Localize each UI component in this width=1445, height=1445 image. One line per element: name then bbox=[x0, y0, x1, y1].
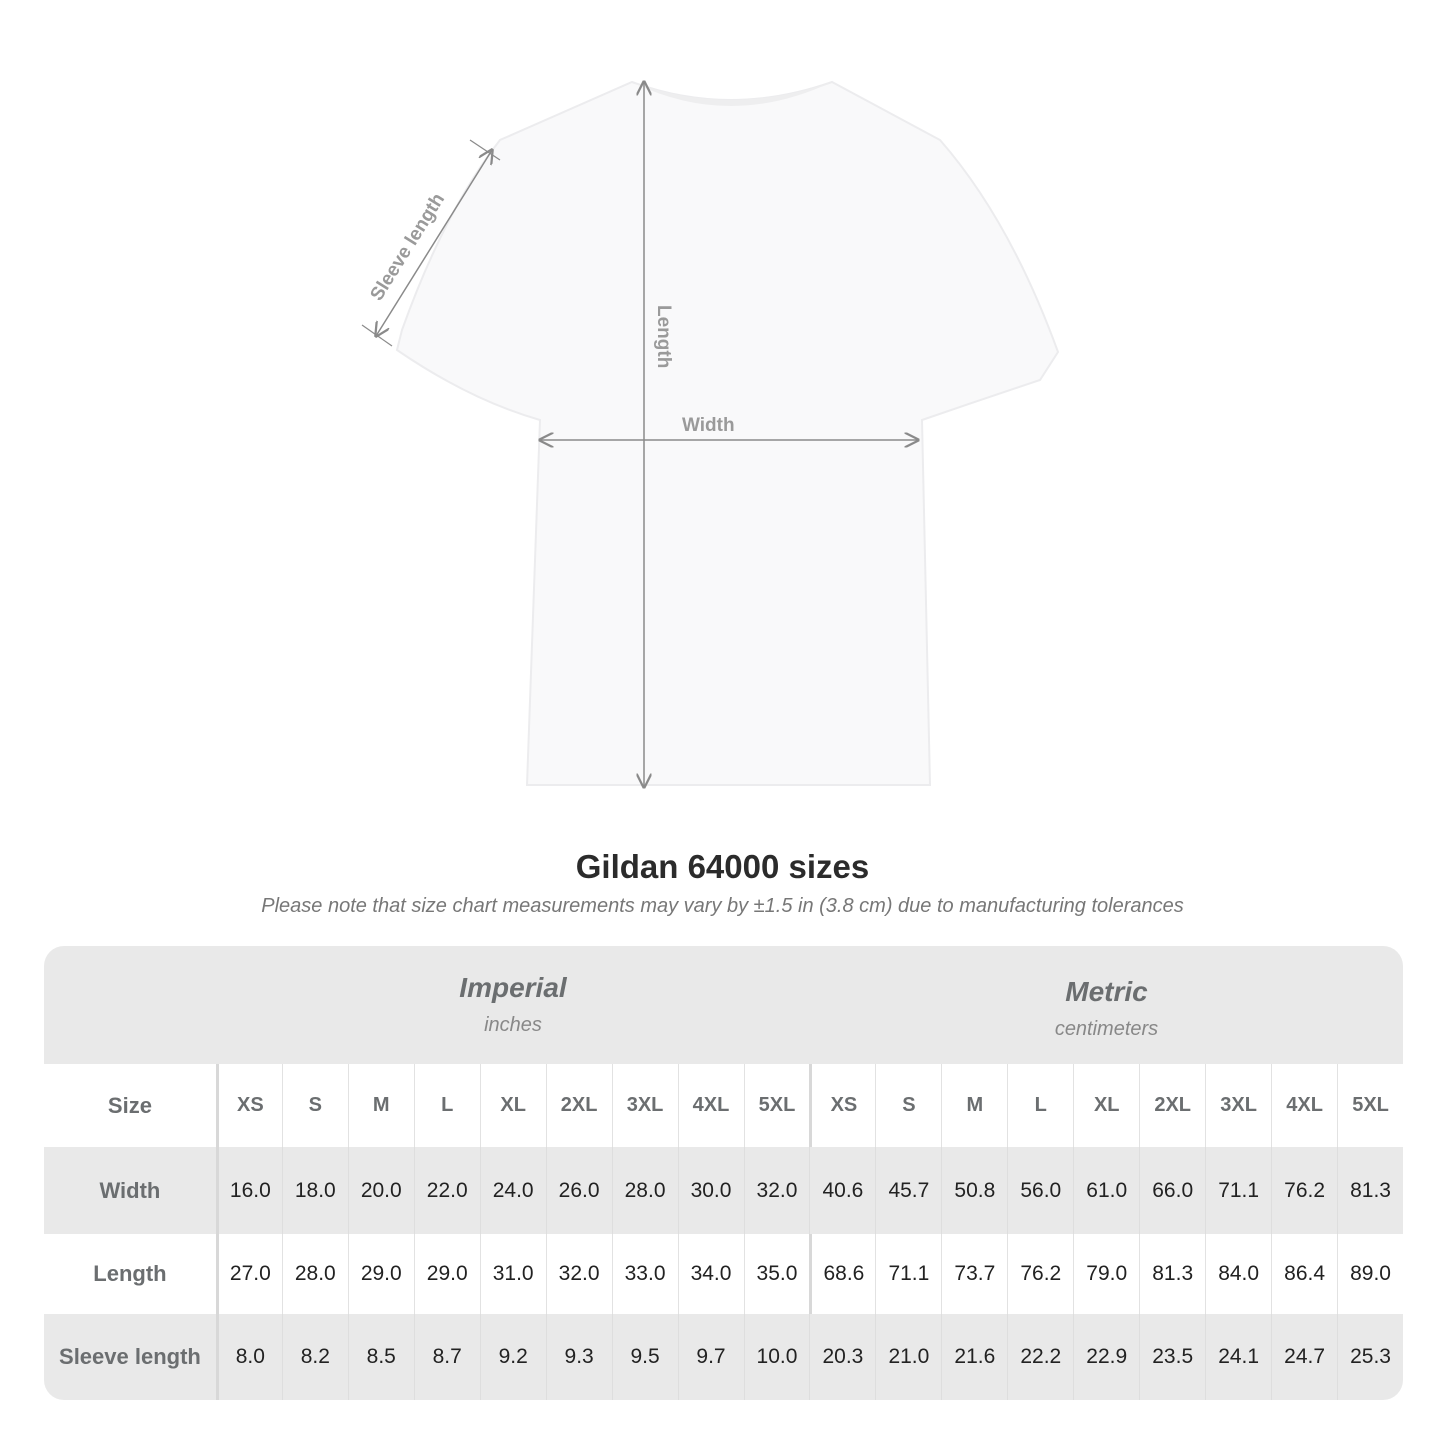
metric-value-cell: 24.7 bbox=[1271, 1314, 1337, 1400]
imperial-value-cell: 32.0 bbox=[545, 1234, 612, 1314]
metric-value-cell: 24.1 bbox=[1205, 1314, 1271, 1400]
size-cell: 2XL bbox=[1139, 1064, 1205, 1147]
metric-label: Metric bbox=[1065, 976, 1148, 1007]
metric-value-cell: 61.0 bbox=[1073, 1147, 1139, 1234]
metric-value-cell: 56.0 bbox=[1007, 1147, 1073, 1234]
metric-value-cell: 81.3 bbox=[1337, 1147, 1403, 1234]
imperial-value-cell: 29.0 bbox=[413, 1234, 480, 1314]
metric-value-cell: 73.7 bbox=[941, 1234, 1007, 1314]
metric-value-cell: 20.3 bbox=[809, 1314, 875, 1400]
metric-value-cell: 45.7 bbox=[875, 1147, 941, 1234]
imperial-value-cell: 29.0 bbox=[347, 1234, 414, 1314]
metric-value-cell: 68.6 bbox=[809, 1234, 875, 1314]
size-cell: XL bbox=[479, 1064, 546, 1147]
metric-value-cell: 23.5 bbox=[1139, 1314, 1205, 1400]
imperial-value-cell: 32.0 bbox=[743, 1147, 810, 1234]
metric-value-cell: 50.8 bbox=[941, 1147, 1007, 1234]
metric-header: Metric centimeters bbox=[810, 946, 1403, 1064]
imperial-value-cell: 28.0 bbox=[611, 1147, 678, 1234]
metric-value-cell: 71.1 bbox=[875, 1234, 941, 1314]
size-cell: 4XL bbox=[1271, 1064, 1337, 1147]
metric-value-cell: 84.0 bbox=[1205, 1234, 1271, 1314]
imperial-value-cell: 30.0 bbox=[677, 1147, 744, 1234]
length-label: Length bbox=[653, 305, 674, 368]
tshirt-diagram: Sleeve length Length Width bbox=[361, 0, 1060, 830]
table-row: Sleeve length 8.0 8.2 8.5 8.7 9.2 9.3 9.5 9.7 10.… bbox=[44, 1314, 1403, 1400]
imperial-value-cell: 8.7 bbox=[413, 1314, 480, 1400]
metric-value-cell: 81.3 bbox=[1139, 1234, 1205, 1314]
size-header-row: Size XS S M L XL 2XL 3XL 4XL 5XL XS S M L XL 2XL 3XL 4XL 5… bbox=[44, 1064, 1403, 1147]
metric-value-cell: 25.3 bbox=[1337, 1314, 1403, 1400]
size-cell: XL bbox=[1073, 1064, 1139, 1147]
metric-value-cell: 79.0 bbox=[1073, 1234, 1139, 1314]
page-title: Gildan 64000 sizes bbox=[575, 848, 870, 885]
imperial-value-cell: 35.0 bbox=[743, 1234, 810, 1314]
metric-value-cell: 89.0 bbox=[1337, 1234, 1403, 1314]
imperial-value-cell: 16.0 bbox=[215, 1147, 282, 1234]
imperial-unit: inches bbox=[484, 1014, 542, 1036]
row-label: Size bbox=[107, 1092, 152, 1118]
size-cell: L bbox=[413, 1064, 480, 1147]
metric-value-cell: 21.6 bbox=[941, 1314, 1007, 1400]
row-label: Width bbox=[99, 1177, 161, 1203]
imperial-value-cell: 31.0 bbox=[479, 1234, 546, 1314]
imperial-value-cell: 26.0 bbox=[545, 1147, 612, 1234]
imperial-value-cell: 9.2 bbox=[479, 1314, 546, 1400]
imperial-value-cell: 28.0 bbox=[281, 1234, 348, 1314]
row-label: Sleeve length bbox=[59, 1344, 201, 1369]
size-cell: XS bbox=[215, 1064, 282, 1147]
size-cell: S bbox=[875, 1064, 941, 1147]
size-cell: M bbox=[347, 1064, 414, 1147]
imperial-value-cell: 20.0 bbox=[347, 1147, 414, 1234]
size-cell: 2XL bbox=[545, 1064, 612, 1147]
imperial-value-cell: 8.0 bbox=[215, 1314, 282, 1400]
size-cell: 3XL bbox=[1205, 1064, 1271, 1147]
metric-value-cell: 40.6 bbox=[809, 1147, 875, 1234]
size-cell: 4XL bbox=[677, 1064, 744, 1147]
imperial-value-cell: 34.0 bbox=[677, 1234, 744, 1314]
imperial-value-cell: 9.7 bbox=[677, 1314, 744, 1400]
metric-value-cell: 66.0 bbox=[1139, 1147, 1205, 1234]
metric-value-cell: 86.4 bbox=[1271, 1234, 1337, 1314]
size-cell: 3XL bbox=[611, 1064, 678, 1147]
imperial-value-cell: 8.5 bbox=[347, 1314, 414, 1400]
row-label: Length bbox=[93, 1261, 167, 1286]
sleeve-arrow bbox=[376, 150, 492, 336]
table-row: Length 27.0 28.0 29.0 29.0 31.0 32.0 33.0 34.0 35… bbox=[44, 1234, 1403, 1314]
size-table: Imperial inches Metric centimeters Size X… bbox=[44, 946, 1403, 1400]
size-cell: L bbox=[1007, 1064, 1073, 1147]
size-cell: XS bbox=[809, 1064, 875, 1147]
imperial-value-cell: 33.0 bbox=[611, 1234, 678, 1314]
size-cell: S bbox=[281, 1064, 348, 1147]
size-cell: 5XL bbox=[1337, 1064, 1403, 1147]
imperial-header: Imperial inches bbox=[216, 946, 810, 1064]
imperial-value-cell: 24.0 bbox=[479, 1147, 546, 1234]
metric-value-cell: 21.0 bbox=[875, 1314, 941, 1400]
metric-value-cell: 22.9 bbox=[1073, 1314, 1139, 1400]
imperial-value-cell: 22.0 bbox=[413, 1147, 480, 1234]
imperial-value-cell: 27.0 bbox=[215, 1234, 282, 1314]
imperial-value-cell: 9.5 bbox=[611, 1314, 678, 1400]
imperial-value-cell: 8.2 bbox=[281, 1314, 348, 1400]
imperial-value-cell: 9.3 bbox=[545, 1314, 612, 1400]
metric-value-cell: 76.2 bbox=[1271, 1147, 1337, 1234]
metric-value-cell: 76.2 bbox=[1007, 1234, 1073, 1314]
metric-unit: centimeters bbox=[1054, 1018, 1159, 1040]
table-row: Width 16.0 18.0 20.0 22.0 24.0 26.0 28.0 30.0 32.… bbox=[44, 1147, 1403, 1234]
width-label: Width bbox=[682, 415, 735, 436]
metric-value-cell: 22.2 bbox=[1007, 1314, 1073, 1400]
imperial-value-cell: 10.0 bbox=[743, 1314, 810, 1400]
imperial-value-cell: 18.0 bbox=[281, 1147, 348, 1234]
size-cell: 5XL bbox=[743, 1064, 810, 1147]
tolerance-note: Please note that size chart measurements… bbox=[261, 895, 1184, 917]
metric-value-cell: 71.1 bbox=[1205, 1147, 1271, 1234]
imperial-label: Imperial bbox=[459, 972, 567, 1003]
size-cell: M bbox=[941, 1064, 1007, 1147]
